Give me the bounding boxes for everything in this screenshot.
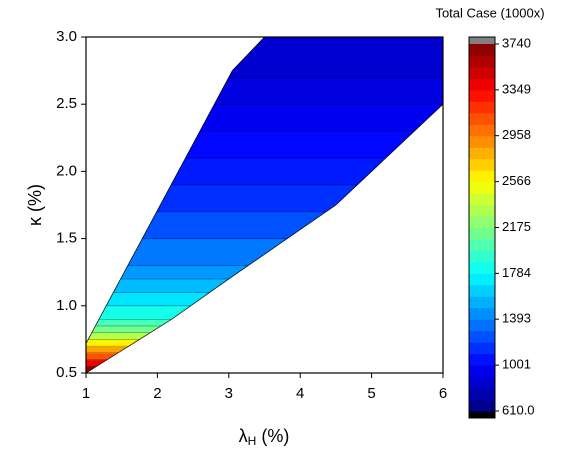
colorbar-step bbox=[469, 89, 495, 102]
contour-band bbox=[86, 37, 443, 78]
y-tick-label: 1.0 bbox=[56, 297, 77, 314]
x-tick-label: 1 bbox=[82, 385, 90, 402]
x-tick-label: 5 bbox=[367, 385, 375, 402]
colorbar-step bbox=[469, 135, 495, 148]
contour-band bbox=[86, 346, 443, 354]
colorbar-step bbox=[469, 147, 495, 160]
y-tick-label: 3.0 bbox=[56, 28, 77, 45]
x-label-symbol: λ bbox=[239, 426, 248, 446]
y-tick-label: 1.5 bbox=[56, 230, 77, 247]
colorbar-step bbox=[469, 342, 495, 355]
colorbar-step bbox=[469, 101, 495, 114]
colorbar-step bbox=[469, 353, 495, 366]
colorbar-step bbox=[469, 273, 495, 286]
colorbar-tick-label: 3349 bbox=[502, 81, 531, 96]
colorbar-tick-label: 1784 bbox=[502, 265, 531, 280]
colorbar-step bbox=[469, 227, 495, 240]
colorbar-tick-label: 3740 bbox=[502, 35, 531, 50]
colorbar-tick-label: 1393 bbox=[502, 311, 531, 326]
contour-band bbox=[86, 292, 443, 307]
colorbar-step bbox=[469, 112, 495, 125]
y-tick-label: 0.5 bbox=[56, 364, 77, 381]
contour-band bbox=[86, 238, 443, 267]
colorbar-step bbox=[469, 238, 495, 251]
colorbar-step bbox=[469, 78, 495, 91]
colorbar-step bbox=[469, 296, 495, 309]
contour-band bbox=[86, 325, 443, 334]
colorbar-step bbox=[469, 124, 495, 137]
x-tick-label: 6 bbox=[439, 385, 447, 402]
colorbar-step bbox=[469, 216, 495, 228]
colorbar-title: Total Case (1000x) bbox=[435, 5, 544, 20]
contour-band bbox=[86, 339, 443, 347]
contour-band bbox=[86, 104, 443, 132]
colorbar-step bbox=[469, 307, 495, 320]
contour-band bbox=[86, 157, 443, 186]
colorbar-step bbox=[469, 250, 495, 263]
contour-band bbox=[86, 352, 443, 361]
contour-band bbox=[86, 305, 443, 320]
colorbar-step bbox=[469, 204, 495, 217]
colorbar-step bbox=[469, 261, 495, 274]
colorbar-step bbox=[469, 365, 495, 378]
colorbar-step bbox=[469, 55, 495, 68]
colorbar-step bbox=[469, 66, 495, 79]
y-tick-label: 2.5 bbox=[56, 95, 77, 112]
contour-band bbox=[86, 319, 443, 327]
colorbar-step bbox=[469, 44, 495, 56]
colorbar-step bbox=[469, 388, 495, 401]
colorbar-step bbox=[469, 181, 495, 194]
x-tick-label: 3 bbox=[225, 385, 233, 402]
x-tick-label: 4 bbox=[296, 385, 304, 402]
contour-band bbox=[86, 184, 443, 213]
contour-band bbox=[86, 359, 443, 367]
colorbar-over bbox=[469, 37, 495, 44]
contour-band bbox=[86, 77, 443, 105]
colorbar-step bbox=[469, 158, 495, 171]
contour-fill bbox=[86, 37, 443, 373]
colorbar-step bbox=[469, 330, 495, 343]
y-tick-label: 2.0 bbox=[56, 162, 77, 179]
colorbar-under bbox=[469, 411, 495, 418]
x-axis-label: λH (%) bbox=[239, 426, 290, 448]
plot-frame bbox=[85, 36, 444, 374]
colorbar-step bbox=[469, 193, 495, 206]
colorbar-tick-label: 610.0 bbox=[502, 402, 535, 417]
colorbar-step bbox=[469, 376, 495, 389]
colorbar-tick-label: 2958 bbox=[502, 127, 531, 142]
x-tick-label: 2 bbox=[153, 385, 161, 402]
colorbar-step bbox=[469, 284, 495, 297]
contour-band bbox=[86, 332, 443, 340]
colorbar-tick-label: 2175 bbox=[502, 219, 531, 234]
y-axis-label: κ (%) bbox=[25, 184, 45, 226]
x-label-unit: (%) bbox=[256, 426, 289, 446]
contour-band bbox=[86, 211, 443, 240]
colorbar-tick-label: 2566 bbox=[502, 173, 531, 188]
colorbar-step bbox=[469, 319, 495, 332]
x-label-subscript: H bbox=[248, 434, 257, 448]
colorbar-step bbox=[469, 399, 495, 412]
colorbar-step bbox=[469, 170, 495, 183]
colorbar-tick-label: 1001 bbox=[502, 357, 531, 372]
contour-band bbox=[86, 265, 443, 280]
contour-band bbox=[86, 278, 443, 293]
